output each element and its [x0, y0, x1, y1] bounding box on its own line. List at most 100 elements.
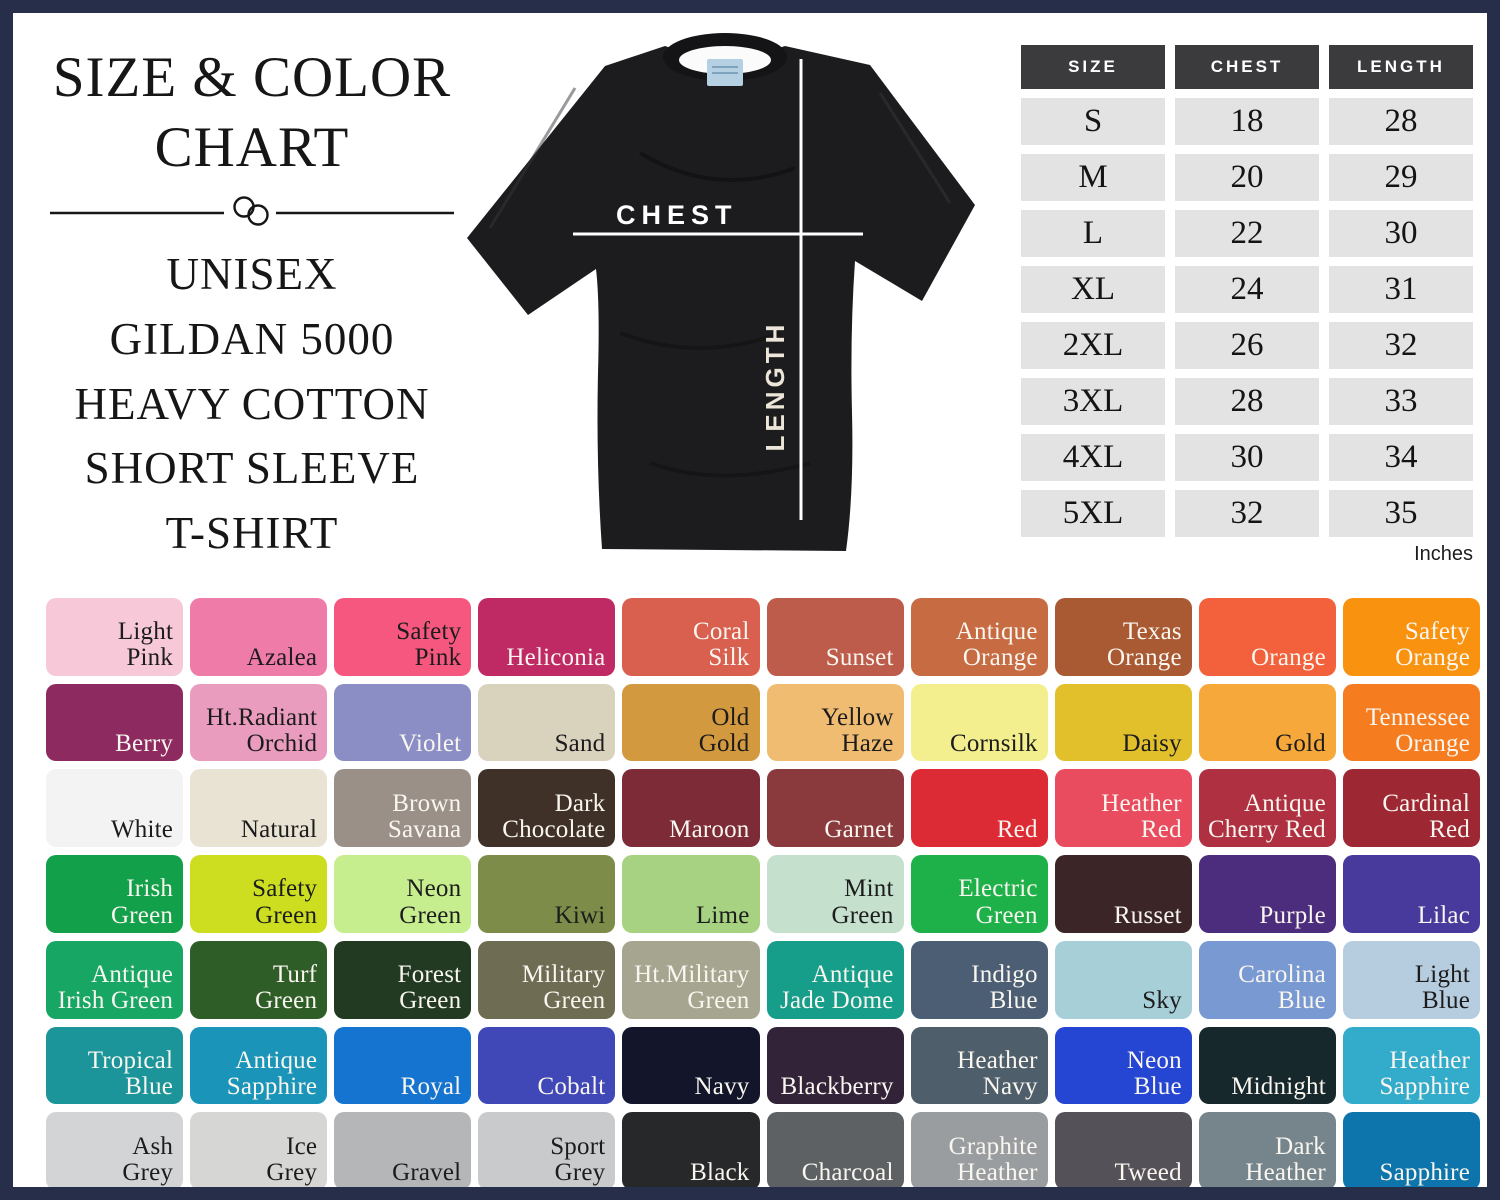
divider-ornament-icon [50, 196, 454, 226]
swatch-gravel: Gravel [334, 1112, 472, 1187]
swatch-orange: Orange [1198, 598, 1336, 676]
swatch-label-old-gold: Old Gold [698, 703, 750, 758]
swatch-heather-sapphire: Heather Sapphire [1342, 1026, 1480, 1105]
swatch-label-dark-heather: Dark Heather [1245, 1132, 1326, 1186]
size-table-cell-3xl-length: 33 [1329, 378, 1473, 425]
swatch-label-ash-grey: Ash Grey [122, 1132, 174, 1186]
swatch-label-natural: Natural [240, 815, 318, 843]
swatch-label-navy: Navy [694, 1073, 750, 1101]
swatch-sapphire: Sapphire [1342, 1112, 1480, 1187]
size-table-cell-xl-chest: 24 [1175, 266, 1319, 313]
swatch-navy: Navy [622, 1026, 760, 1105]
swatch-label-antique-orange: Antique Orange [955, 618, 1038, 672]
swatch-carolina-blue: Carolina Blue [1198, 940, 1336, 1019]
swatch-label-maroon: Maroon [669, 815, 750, 843]
swatch-label-yellow-haze: Yellow Haze [821, 703, 894, 758]
swatch-safety-pink: Safety Pink [334, 598, 472, 676]
swatch-azalea: Azalea [190, 598, 328, 676]
swatch-ht-radiant-orchid: Ht.Radiant Orchid [190, 683, 328, 762]
swatch-natural: Natural [190, 769, 328, 848]
product-line-fabric: HEAVY COTTON [74, 378, 430, 429]
swatch-label-sapphire: Sapphire [1379, 1158, 1470, 1186]
swatch-brown-savana: Brown Savana [334, 769, 472, 848]
swatch-label-heather-sapphire: Heather Sapphire [1379, 1046, 1470, 1101]
swatch-sport-grey: Sport Grey [478, 1112, 616, 1187]
size-table-cell-2xl-chest: 26 [1175, 322, 1319, 369]
size-table-cell-s-chest: 18 [1175, 98, 1319, 145]
product-line-model: GILDAN 5000 [109, 313, 395, 364]
swatch-texas-orange: Texas Orange [1054, 598, 1192, 676]
swatch-label-mint-green: Mint Green [831, 875, 894, 929]
size-table-cell-m-size: M [1021, 154, 1165, 201]
swatch-label-texas-orange: Texas Orange [1107, 618, 1182, 672]
length-measure-label: LENGTH [760, 321, 790, 452]
swatch-label-red: Red [996, 815, 1038, 843]
swatch-label-irish-green: Irish Green [111, 875, 174, 929]
swatch-label-safety-green: Safety Green [252, 875, 318, 929]
swatch-label-cardinal-red: Cardinal Red [1382, 789, 1470, 843]
swatch-tennessee-orange: Tennessee Orange [1342, 683, 1480, 762]
size-table-cell-5xl-length: 35 [1329, 490, 1473, 537]
swatch-label-forest-green: Forest Green [397, 961, 462, 1015]
swatch-heather-navy: Heather Navy [910, 1026, 1048, 1105]
swatch-heliconia: Heliconia [478, 598, 616, 676]
swatch-daisy: Daisy [1054, 683, 1192, 762]
swatch-antique-irish-green: Antique Irish Green [46, 940, 184, 1019]
swatch-label-gravel: Gravel [392, 1158, 462, 1186]
size-table-header-chest: CHEST [1175, 45, 1319, 89]
page-title-line1: SIZE & COLOR [52, 46, 452, 109]
swatch-label-neon-green: Neon Green [399, 875, 462, 929]
size-table-cell-l-size: L [1021, 210, 1165, 257]
swatch-label-tweed: Tweed [1114, 1158, 1182, 1186]
swatch-label-russet: Russet [1113, 901, 1182, 929]
swatch-yellow-haze: Yellow Haze [766, 683, 904, 762]
swatch-label-light-pink: Light Pink [117, 618, 174, 672]
swatch-label-violet: Violet [399, 730, 462, 758]
swatch-label-ice-grey: Ice Grey [266, 1132, 318, 1186]
swatch-label-lilac: Lilac [1417, 901, 1470, 929]
swatch-mint-green: Mint Green [766, 855, 904, 933]
swatch-label-brown-savana: Brown Savana [387, 789, 462, 843]
swatch-dark-heather: Dark Heather [1198, 1112, 1336, 1187]
swatch-label-carolina-blue: Carolina Blue [1238, 961, 1326, 1015]
swatch-label-heather-navy: Heather Navy [957, 1046, 1038, 1101]
swatch-label-orange: Orange [1251, 644, 1326, 672]
color-swatch-grid: Light Pink Azalea Safety Pink Heliconia Cora… [46, 598, 1480, 1187]
swatch-ash-grey: Ash Grey [46, 1112, 184, 1187]
size-table-cell-xl-length: 31 [1329, 266, 1473, 313]
title-block: SIZE & COLOR CHART UNISEX GILDAN 5000 HE… [41, 43, 463, 566]
swatch-label-light-blue: Light Blue [1414, 961, 1470, 1015]
swatch-royal: Royal [334, 1026, 472, 1105]
swatch-light-blue: Light Blue [1342, 940, 1480, 1019]
swatch-sky: Sky [1054, 940, 1192, 1019]
swatch-military-green: Military Green [478, 940, 616, 1019]
swatch-label-lime: Lime [695, 901, 750, 929]
size-table-cell-4xl-size: 4XL [1021, 434, 1165, 481]
swatch-neon-blue: Neon Blue [1054, 1026, 1192, 1105]
swatch-garnet: Garnet [766, 769, 904, 848]
swatch-label-gold: Gold [1275, 730, 1326, 758]
product-description: UNISEX GILDAN 5000 HEAVY COTTON SHORT SL… [41, 242, 463, 566]
swatch-coral-silk: Coral Silk [622, 598, 760, 676]
swatch-label-cornsilk: Cornsilk [949, 730, 1038, 758]
swatch-label-coral-silk: Coral Silk [692, 618, 750, 672]
swatch-ht-military-green: Ht.Military Green [622, 940, 760, 1019]
swatch-label-sand: Sand [554, 730, 606, 758]
swatch-label-dark-chocolate: Dark Chocolate [502, 789, 606, 843]
size-table-header-length: LENGTH [1329, 45, 1473, 89]
size-table-cell-3xl-chest: 28 [1175, 378, 1319, 425]
swatch-heather-red: Heather Red [1054, 769, 1192, 848]
swatch-charcoal: Charcoal [766, 1112, 904, 1187]
size-table-cell-s-length: 28 [1329, 98, 1473, 145]
tshirt-measurement-figure: CHEST LENGTH [450, 33, 1002, 587]
swatch-forest-green: Forest Green [334, 940, 472, 1019]
swatch-neon-green: Neon Green [334, 855, 472, 933]
swatch-antique-orange: Antique Orange [910, 598, 1048, 676]
product-line-unisex: UNISEX [166, 249, 338, 300]
page-title: SIZE & COLOR CHART [41, 43, 463, 182]
size-table-cell-4xl-chest: 30 [1175, 434, 1319, 481]
swatch-lilac: Lilac [1342, 855, 1480, 933]
swatch-blackberry: Blackberry [766, 1026, 904, 1105]
swatch-turf-green: Turf Green [190, 940, 328, 1019]
swatch-electric-green: Electric Green [910, 855, 1048, 933]
